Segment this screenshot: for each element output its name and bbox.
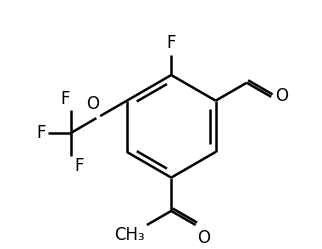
Text: F: F	[36, 124, 46, 142]
Text: CH₃: CH₃	[114, 226, 144, 244]
Text: F: F	[166, 34, 176, 52]
Text: F: F	[74, 157, 83, 175]
Text: O: O	[197, 229, 210, 247]
Text: O: O	[275, 87, 288, 105]
Text: O: O	[86, 96, 99, 114]
Text: F: F	[61, 90, 70, 108]
